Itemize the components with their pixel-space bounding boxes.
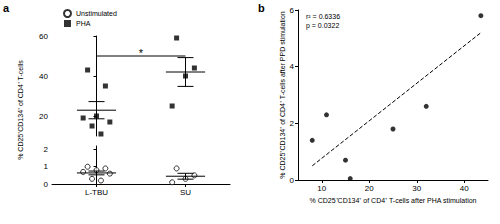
svg-text:2: 2 <box>44 145 49 154</box>
svg-text:60: 60 <box>39 32 48 41</box>
svg-text:40: 40 <box>460 184 469 193</box>
svg-text:30: 30 <box>412 184 421 193</box>
svg-text:PHA: PHA <box>76 20 91 27</box>
svg-text:L-TBU: L-TBU <box>85 188 108 197</box>
svg-text:% CD25⁺CD134⁺ of CD4⁺ T-cells: % CD25⁺CD134⁺ of CD4⁺ T-cells <box>17 60 24 160</box>
svg-text:40: 40 <box>39 72 48 81</box>
svg-text:0: 0 <box>290 176 295 185</box>
svg-text:b: b <box>258 2 265 14</box>
svg-text:Unstimulated: Unstimulated <box>76 10 117 17</box>
svg-text:4: 4 <box>290 62 295 71</box>
svg-text:6: 6 <box>290 6 295 15</box>
svg-text:10: 10 <box>317 184 326 193</box>
svg-text:20: 20 <box>39 112 48 121</box>
svg-text:2: 2 <box>290 119 295 128</box>
svg-text:% CD25⁺CD134⁺ of CD4⁺ T-cells: % CD25⁺CD134⁺ of CD4⁺ T-cells after PHA … <box>310 197 477 204</box>
svg-text:*: * <box>139 47 144 59</box>
svg-text:20: 20 <box>365 184 374 193</box>
svg-text:r² = 0.6336: r² = 0.6336 <box>306 13 340 20</box>
svg-text:0: 0 <box>44 180 49 189</box>
svg-text:% CD25⁺CD134⁺ of CD4⁺ T-cells: % CD25⁺CD134⁺ of CD4⁺ T-cells after PPD … <box>279 11 286 178</box>
svg-text:1: 1 <box>44 162 49 171</box>
svg-text:a: a <box>3 2 10 14</box>
svg-text:SU: SU <box>180 188 191 197</box>
svg-text:p = 0.0322: p = 0.0322 <box>306 22 339 30</box>
